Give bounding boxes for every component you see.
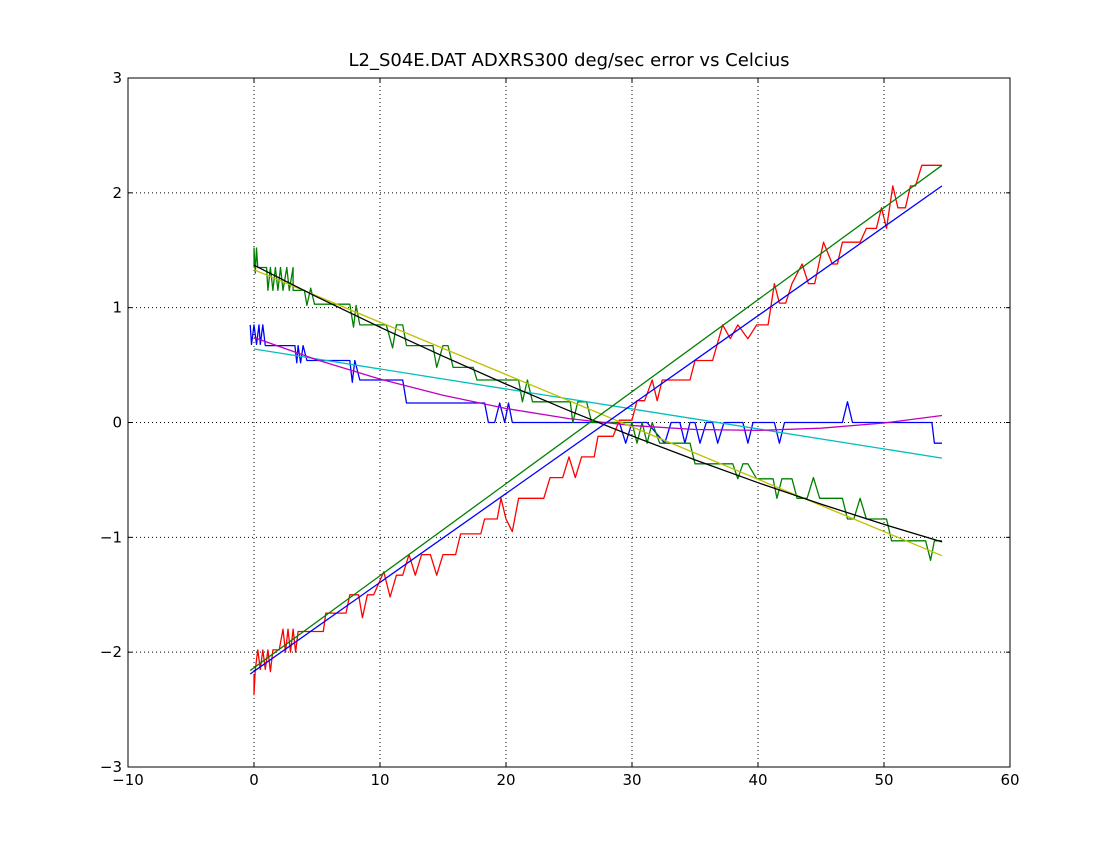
series-line-0 [249, 324, 942, 444]
y-tick-label: 0 [112, 414, 122, 432]
x-tick-label: 50 [874, 771, 893, 789]
y-tick-label: 3 [112, 69, 122, 87]
x-tick-label: 20 [496, 771, 515, 789]
series-line-4 [253, 336, 943, 432]
series-line-5 [253, 269, 943, 557]
series-line-7 [249, 185, 943, 675]
x-tick-label: 60 [1000, 771, 1019, 789]
y-tick-label: −3 [100, 758, 122, 776]
x-tick-label: 40 [748, 771, 767, 789]
x-tick-label: −10 [112, 771, 144, 789]
series-line-1 [253, 247, 942, 561]
y-tick-label: 1 [112, 299, 122, 317]
y-tick-label: −2 [100, 643, 122, 661]
x-tick-label: 0 [249, 771, 259, 789]
series-group [249, 164, 943, 696]
x-tick-label: 30 [622, 771, 641, 789]
chart-title: L2_S04E.DAT ADXRS300 deg/sec error vs Ce… [348, 50, 789, 71]
series-line-3 [253, 348, 943, 459]
series-line-6 [253, 264, 943, 543]
x-tick-label: 10 [370, 771, 389, 789]
series-line-8 [249, 164, 943, 672]
series-line-2 [253, 164, 942, 696]
y-tick-label: 2 [112, 184, 122, 202]
y-tick-label: −1 [100, 528, 122, 546]
